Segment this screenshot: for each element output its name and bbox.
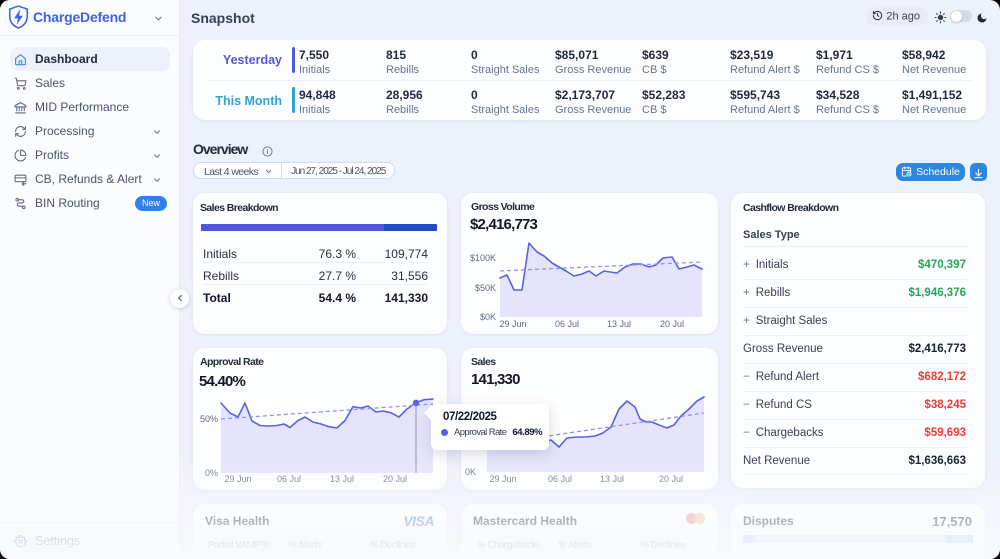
svg-text:0%: 0%: [205, 468, 218, 478]
svg-text:29 Jun: 29 Jun: [499, 319, 526, 329]
svg-text:06 Jul: 06 Jul: [548, 474, 572, 484]
svg-text:13 Jul: 13 Jul: [607, 319, 631, 329]
svg-text:$50K: $50K: [475, 283, 496, 293]
svg-text:13 Jul: 13 Jul: [600, 474, 624, 484]
svg-text:$0K: $0K: [480, 312, 496, 322]
svg-text:06 Jul: 06 Jul: [277, 474, 301, 484]
svg-text:29 Jun: 29 Jun: [224, 474, 251, 484]
svg-text:20 Jul: 20 Jul: [383, 474, 407, 484]
svg-text:13 Jul: 13 Jul: [330, 474, 354, 484]
svg-text:29 Jun: 29 Jun: [489, 474, 516, 484]
svg-text:0K: 0K: [465, 467, 476, 477]
svg-text:20 Jul: 20 Jul: [660, 319, 684, 329]
svg-text:50%: 50%: [200, 414, 218, 424]
svg-text:06 Jul: 06 Jul: [555, 319, 579, 329]
svg-text:20 Jul: 20 Jul: [659, 474, 683, 484]
svg-text:$100K: $100K: [470, 253, 496, 263]
